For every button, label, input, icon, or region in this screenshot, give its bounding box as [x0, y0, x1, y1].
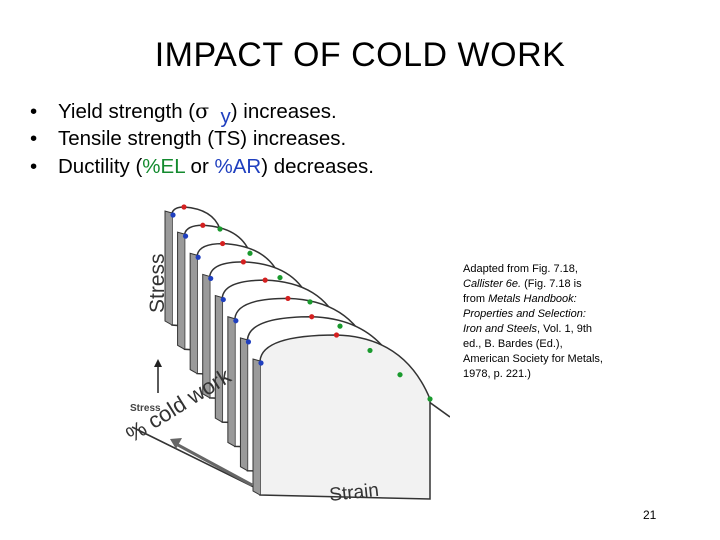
- sigma-symbol: σ: [195, 99, 210, 123]
- tensile-point-marker: [240, 259, 246, 265]
- fracture-point-marker: [427, 396, 433, 402]
- yield-point-marker: [245, 339, 252, 345]
- yield-point-marker: [208, 275, 214, 282]
- tensile-point-marker: [333, 332, 340, 338]
- tensile-point-marker: [285, 295, 291, 302]
- tensile-point-marker: [219, 240, 226, 247]
- stress-axis-label: Stress: [146, 253, 169, 313]
- elongation-label: %EL: [142, 155, 185, 178]
- cold-work-arrowhead: [170, 438, 182, 449]
- slide-title: IMPACT OF COLD WORK: [154, 36, 566, 74]
- bullet-tensile-strength: • Tensile strength (TS) increases.: [30, 125, 374, 153]
- bullet-symbol: •: [30, 100, 38, 123]
- cold-work-stress-strain-figure: Stress Stress % cold work Strain: [121, 204, 450, 506]
- area-reduction-label: %AR: [214, 155, 262, 178]
- tensile-point-marker: [200, 222, 206, 228]
- yield-point-marker: [258, 360, 264, 366]
- page-number: 21: [643, 508, 657, 522]
- yield-point-marker: [195, 254, 201, 260]
- yield-point-marker: [220, 296, 226, 303]
- inner-stress-label: Stress: [130, 403, 161, 414]
- bullet-symbol: •: [30, 127, 38, 150]
- fracture-point-marker: [337, 323, 343, 329]
- fracture-point-marker: [277, 274, 283, 281]
- yield-subscript: y: [220, 105, 231, 128]
- fracture-point-marker: [217, 226, 223, 232]
- cold-work-arrow: [177, 443, 253, 487]
- inner-stress-arrowhead: [154, 359, 162, 367]
- fracture-point-marker: [307, 299, 313, 305]
- yield-point-marker: [182, 233, 189, 239]
- stress-strain-markers: [170, 204, 433, 402]
- yield-point-marker: [170, 212, 176, 218]
- tensile-point-marker: [309, 314, 315, 320]
- strain-axis-label: Strain: [328, 480, 380, 506]
- bullet-symbol: •: [30, 155, 38, 178]
- tensile-point-marker: [262, 277, 268, 283]
- bullet-list: • Yield strength (σ y) increases. • Tensil…: [30, 97, 374, 181]
- fracture-point-marker: [247, 250, 253, 256]
- bullet-yield-strength: • Yield strength (σ y) increases.: [30, 99, 337, 128]
- yield-point-marker: [233, 318, 239, 324]
- fracture-point-marker: [397, 372, 403, 378]
- tensile-point-marker: [181, 204, 187, 210]
- stress-strain-panels: [164, 206, 431, 500]
- bullet-ductility: • Ductility (%EL or %AR) decreases.: [30, 153, 374, 181]
- fracture-point-marker: [367, 347, 373, 354]
- figure-caption: Adapted from Fig. 7.18, Callister 6e. (F…: [463, 263, 603, 380]
- stress-strain-panel: [252, 334, 431, 500]
